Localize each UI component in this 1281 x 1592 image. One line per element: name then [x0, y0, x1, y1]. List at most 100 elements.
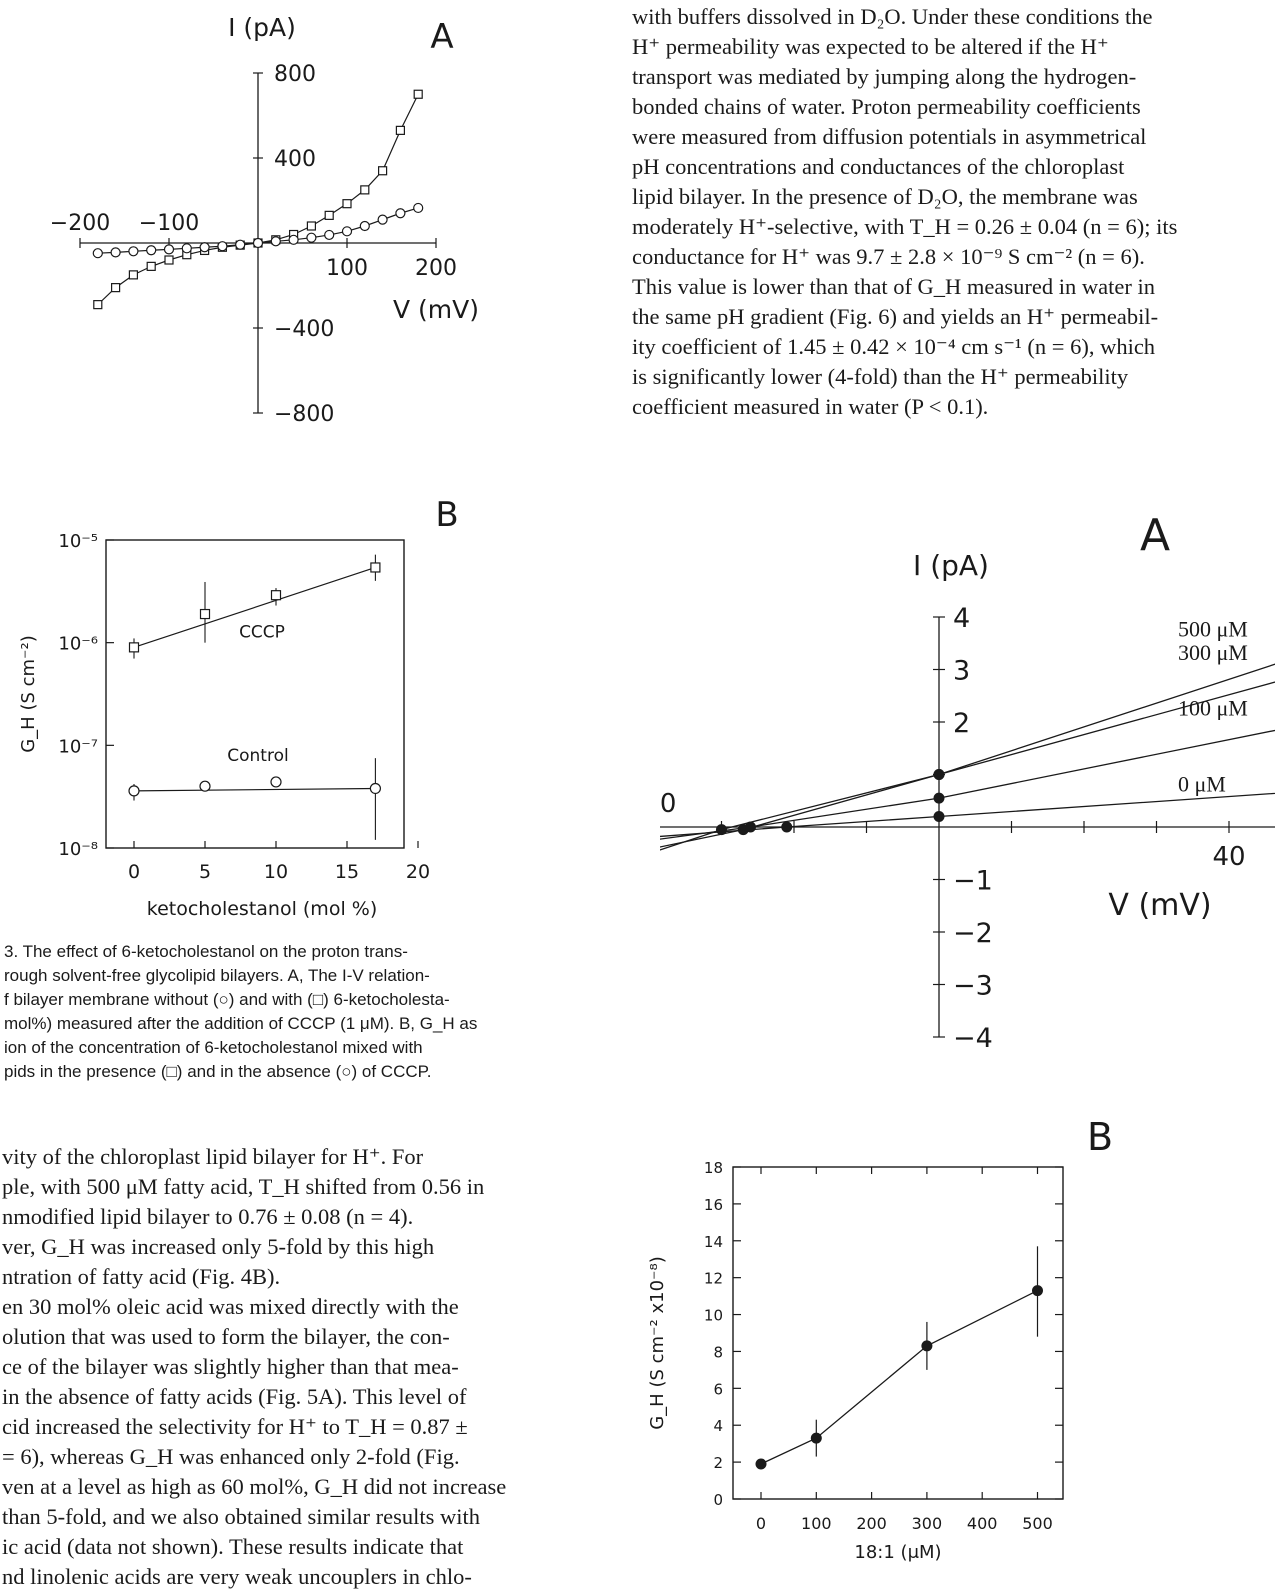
text-line: ven at a level as high as 60 mol%, G_H d…	[2, 1474, 507, 1499]
y-tick-label: 400	[274, 147, 316, 172]
x-tick-label: 400	[967, 1514, 998, 1533]
y-tick-label: 2	[713, 1454, 723, 1472]
x-tick-label: 200	[415, 256, 457, 281]
y-tick-label: 10⁻⁶	[58, 634, 98, 655]
data-point	[342, 199, 352, 209]
y-tick-label: 800	[274, 62, 316, 87]
series-line	[660, 681, 1275, 848]
y-tick-label: −4	[953, 1023, 993, 1054]
fit-line	[133, 787, 376, 792]
data-point	[270, 236, 281, 247]
text-line: lipid bilayer. In the presence of D₂O, t…	[632, 184, 1138, 209]
data-point	[395, 125, 405, 135]
data-point	[252, 237, 264, 249]
y-tick-label: −1	[953, 866, 993, 897]
y-axis-label: G_H (S cm⁻² x10⁻⁸)	[647, 1256, 668, 1430]
data-point	[359, 220, 370, 232]
left-paragraph: vity of the chloroplast lipid bilayer fo…	[2, 1142, 576, 1592]
panel-label: B	[1087, 1115, 1113, 1159]
y-axis-label: G_H (S cm⁻²)	[18, 635, 39, 753]
text-line: ce of the bilayer was slightly higher th…	[2, 1354, 459, 1379]
data-point	[146, 261, 156, 271]
text-line: moderately H⁺-selective, with T_H = 0.26…	[632, 214, 1178, 239]
caption-line: f bilayer membrane without (○) and with …	[4, 990, 450, 1009]
x-tick-label: 100	[801, 1514, 832, 1533]
data-point	[110, 283, 121, 293]
x-tick-label: 0	[756, 1514, 766, 1533]
iv-chart-ketocholestanol: −200 −100 100 200 −800 −400 400 800 I (pA) V (mV)…	[50, 13, 479, 427]
text-line: coefficient measured in water (P < 0.1).	[632, 394, 989, 419]
caption-line: mol%) measured after the addition of CCC…	[4, 1014, 478, 1033]
text-line: en 30 mol% oleic acid was mixed directly…	[2, 1294, 459, 1319]
text-line: olution that was used to form the bilaye…	[2, 1324, 450, 1349]
data-point	[369, 782, 381, 795]
series-line	[660, 729, 1275, 840]
series-line	[660, 663, 1275, 851]
panel-label: A	[1140, 510, 1170, 561]
series-label: 0 μM	[1178, 772, 1226, 797]
y-tick-label: 4	[713, 1417, 723, 1435]
data-point	[92, 248, 103, 259]
text-line: ity coefficient of 1.45 ± 0.42 × 10⁻⁴ cm…	[632, 334, 1156, 359]
text-line: H⁺ permeability was expected to be alter…	[632, 34, 1109, 59]
series-line	[760, 1289, 1038, 1465]
data-point	[745, 821, 756, 833]
caption-line: pids in the presence (□) and in the abse…	[4, 1062, 432, 1081]
data-point	[377, 214, 388, 225]
data-point	[93, 300, 103, 310]
y-tick-label: −400	[274, 317, 334, 342]
y-tick-label: 10⁻⁷	[58, 736, 98, 757]
x-tick-label: 5	[199, 861, 211, 883]
x-axis-label: V (mV)	[393, 295, 479, 324]
y-tick-label: 10⁻⁸	[58, 839, 98, 860]
y-tick-label: 6	[713, 1380, 723, 1398]
x-axis-label: V (mV)	[1108, 888, 1211, 923]
series-label: 500 μM	[1178, 617, 1248, 642]
text-line: pH concentrations and conductances of th…	[632, 154, 1125, 179]
y-tick-label: 4	[953, 603, 970, 634]
text-line: the same pH gradient (Fig. 6) and yields…	[632, 304, 1159, 329]
x-tick-label: 500	[1022, 1514, 1053, 1533]
figure-caption: 3. The effect of 6-ketocholestanol on th…	[4, 940, 564, 1084]
caption-line: rough solvent-free glycolipid bilayers. …	[4, 966, 430, 985]
data-point	[1032, 1285, 1043, 1297]
y-tick-label: 0	[713, 1491, 723, 1509]
y-tick-label: −2	[953, 918, 993, 949]
text-line: ple, with 500 μM fatty acid, T_H shifted…	[2, 1174, 485, 1199]
series-label: Control	[227, 746, 288, 766]
x-tick-label: 200	[856, 1514, 887, 1533]
data-point	[378, 166, 388, 176]
x-tick-label: −200	[50, 211, 110, 236]
text-line: were measured from diffusion potentials …	[632, 124, 1147, 149]
y-tick-label: 14	[704, 1233, 723, 1251]
data-point	[164, 255, 174, 265]
x-axis-label: ketocholestanol (mol %)	[147, 898, 377, 920]
data-point	[306, 232, 317, 243]
data-point	[199, 242, 210, 253]
x-tick-label: 300	[912, 1514, 943, 1533]
data-point	[324, 210, 334, 220]
text-line: transport was mediated by jumping along …	[632, 64, 1137, 89]
text-line: bonded chains of water. Proton permeabil…	[632, 94, 1141, 119]
data-point	[235, 239, 246, 250]
data-point	[270, 776, 282, 788]
plot-frame	[105, 539, 405, 849]
data-point	[128, 270, 138, 280]
data-point	[110, 247, 121, 258]
data-point	[810, 1432, 822, 1444]
x-tick-label: 20	[406, 861, 430, 883]
data-point	[324, 229, 335, 241]
data-point	[128, 785, 140, 797]
text-line: conductance for H⁺ was 9.7 ± 2.8 × 10⁻⁹ …	[632, 244, 1145, 269]
y-tick-label: 10⁻⁵	[58, 531, 98, 552]
panel-label: A	[430, 17, 453, 57]
text-line: is significantly lower (4-fold) than the…	[632, 364, 1129, 389]
y-tick-label: 8	[713, 1343, 723, 1361]
x-tick-label: −100	[139, 211, 199, 236]
plot-frame	[732, 1166, 1064, 1500]
text-line: than 5-fold, and we also obtained simila…	[2, 1504, 481, 1529]
text-line: cid increased the selectivity for H⁺ to …	[2, 1414, 468, 1439]
series-line	[660, 792, 1275, 838]
data-point	[217, 241, 228, 252]
